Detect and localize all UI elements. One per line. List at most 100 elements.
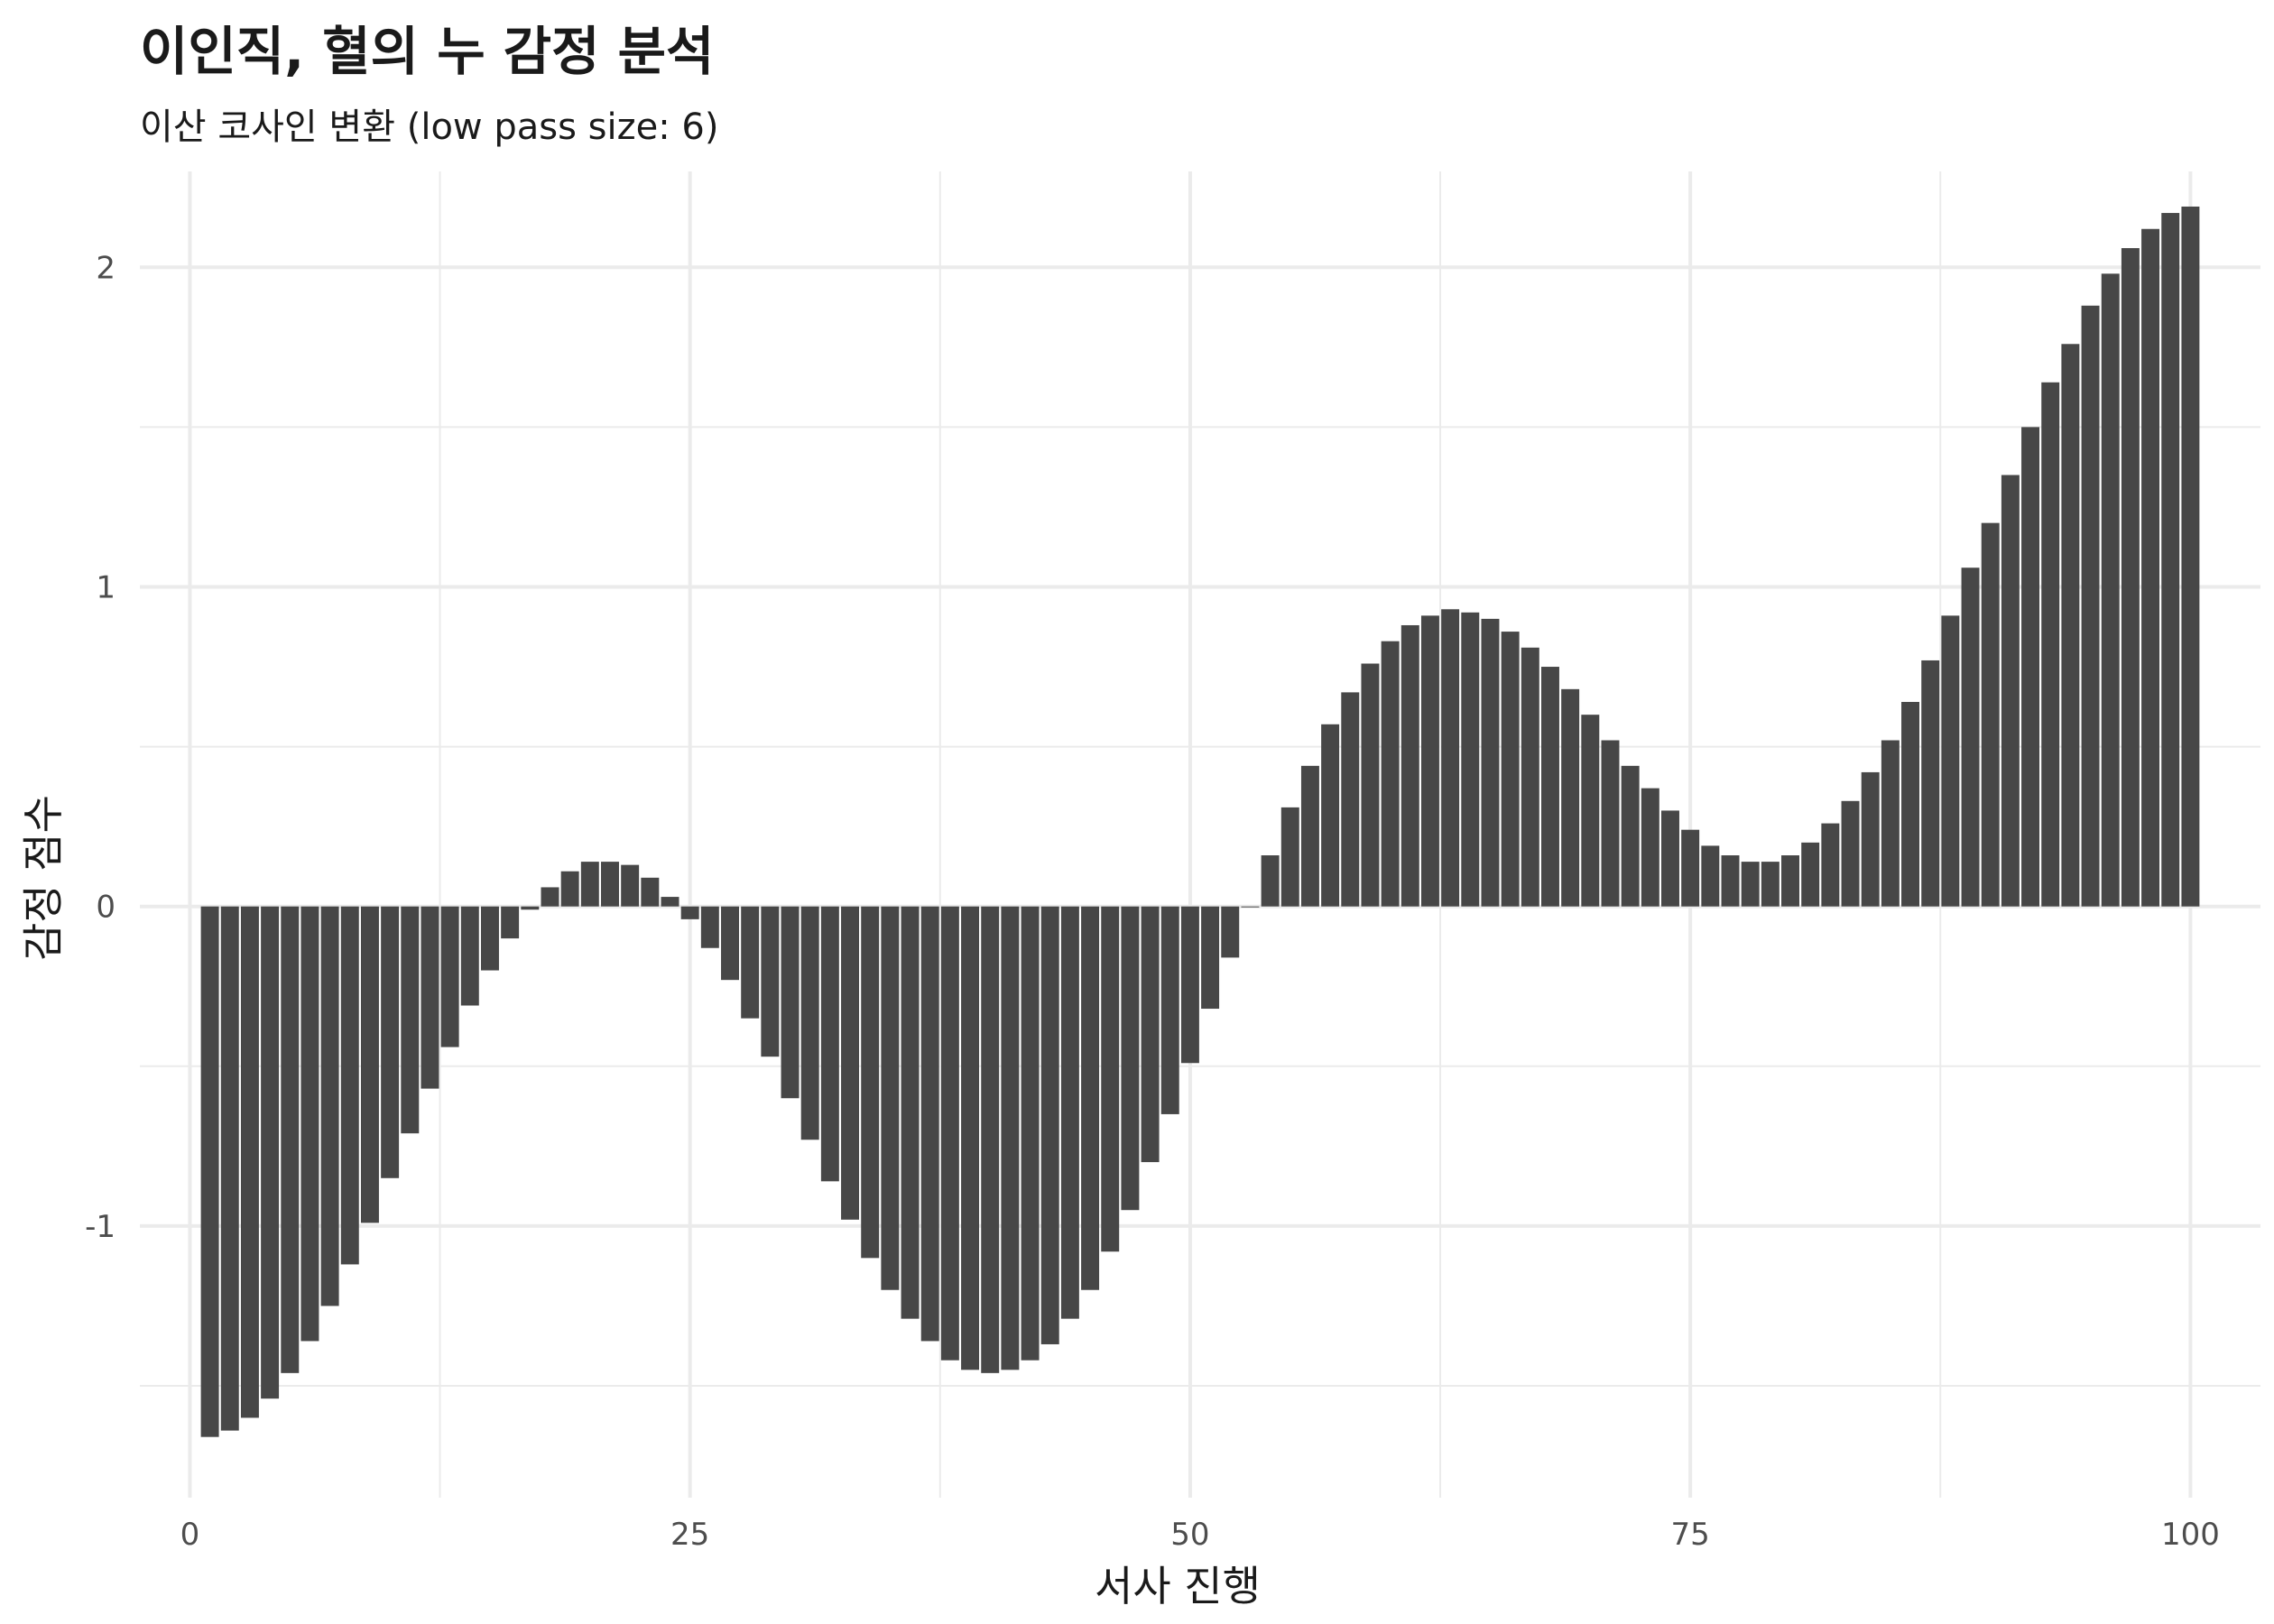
bar [2061,344,2080,907]
bar [1381,641,1400,907]
bar [1581,715,1600,907]
bar [721,906,739,981]
bar [741,906,760,1019]
bar [661,897,679,907]
bar [1221,906,1240,958]
bar [521,906,540,910]
bar [560,871,579,907]
chart-subtitle: 이산 코사인 변환 (low pass size: 6) [140,106,719,148]
x-tick-label: 0 [180,1517,200,1553]
bar [300,906,319,1342]
bar [1300,765,1319,907]
bar [1561,688,1580,907]
bar [401,906,420,1134]
bar [861,906,880,1259]
x-axis-label: 서사 진행 [1095,1562,1261,1610]
bar [421,906,439,1089]
bar [1241,906,1260,908]
bar [680,906,699,919]
bar [1201,906,1220,1010]
bar [1361,663,1380,907]
bar [1681,829,1700,907]
bar [1841,800,1860,907]
bar [2161,213,2180,907]
bar [881,906,900,1290]
bar [2001,475,2020,907]
bar [1761,862,1779,907]
y-tick-label: 2 [96,250,116,286]
bar [1601,740,1620,907]
bar [1481,618,1500,907]
bar [2121,248,2140,907]
bar [1861,771,1880,907]
bar [700,906,719,948]
bar [781,906,800,1099]
bar [1701,845,1720,907]
bar [961,906,980,1370]
bar [1001,906,1020,1370]
bar [1180,906,1199,1064]
bar [1420,615,1439,907]
bar [1261,855,1280,907]
bar [1280,807,1299,907]
bar [641,877,660,907]
bar [1521,647,1539,907]
bar [841,906,860,1220]
bar [2141,228,2160,907]
bar [981,906,1000,1373]
bar [1621,765,1640,907]
bar [1060,906,1079,1319]
bar [440,906,459,1047]
bar [1901,702,1920,907]
bar [820,906,839,1182]
bar [360,906,379,1223]
bar [2181,206,2200,907]
bar [601,862,619,907]
bar [1881,740,1900,907]
bar [940,906,959,1361]
bar [281,906,300,1373]
y-tick-label: 1 [96,569,116,605]
bar [1101,906,1120,1252]
bar [2021,427,2040,907]
bar [340,906,359,1265]
bar [1461,612,1480,907]
bar [901,906,920,1319]
bar [2041,382,2060,907]
bar [261,906,280,1399]
bar [1821,823,1840,907]
bar [1801,842,1820,907]
bar [1921,660,1940,907]
x-tick-label: 100 [2161,1517,2220,1553]
bars [200,206,2200,1437]
x-tick-labels: 0 25 50 75 100 [180,1517,2220,1553]
bar [1040,906,1059,1344]
bar [1961,567,1980,907]
bar [541,887,559,907]
bar [1781,855,1799,907]
bar [1400,624,1419,907]
y-tick-labels: -1 0 1 2 [85,250,116,1245]
bar [320,906,339,1306]
bar [920,906,939,1342]
bar [1341,692,1360,907]
bar [240,906,259,1418]
chart-title: 이인직, 혈의 누 감정 분석 [140,21,715,82]
bar [1121,906,1140,1211]
y-tick-label: -1 [85,1209,116,1245]
bar [1321,724,1340,907]
y-axis-label: 감정 점수 [19,795,68,961]
bar [1021,906,1040,1361]
bar [1941,615,1960,907]
bar [381,906,400,1178]
x-tick-label: 25 [670,1517,709,1553]
bar [1741,862,1760,907]
bar [501,906,520,939]
bar [200,906,219,1437]
bar [1441,609,1460,907]
bar [220,906,239,1431]
bar [621,864,640,907]
bar [1661,810,1679,907]
